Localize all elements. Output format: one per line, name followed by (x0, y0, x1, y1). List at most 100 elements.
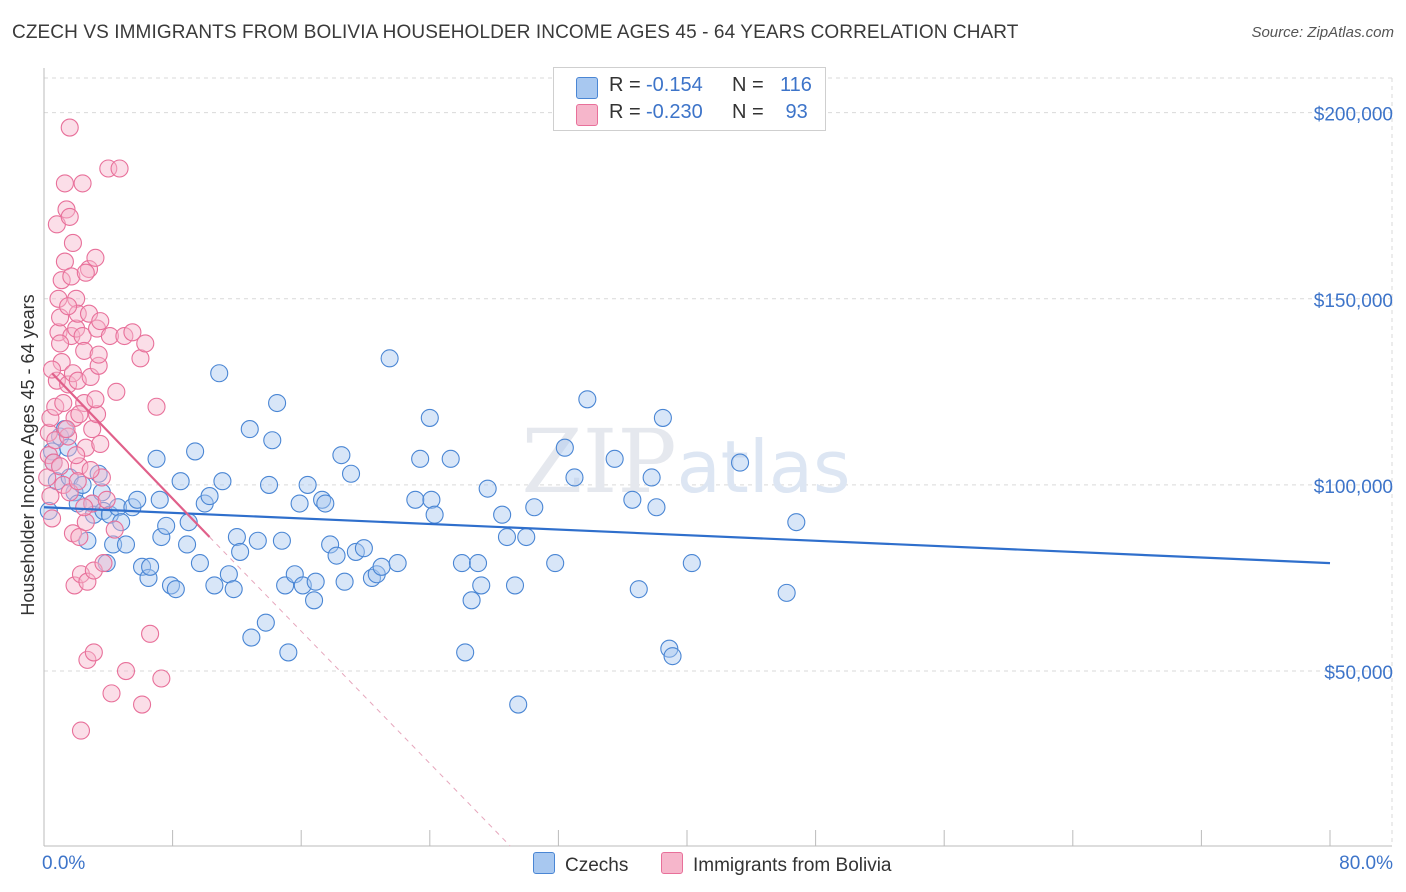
czech-point (298, 475, 317, 494)
bolivia-point (47, 371, 66, 390)
bolivia-point (89, 345, 108, 364)
bolivia-point (141, 624, 160, 643)
czech-point (224, 580, 243, 599)
czech-point (777, 583, 796, 602)
bolivia-point (97, 490, 116, 509)
bolivia-point (54, 475, 73, 494)
axes (43, 68, 1392, 847)
bolivia-point (78, 572, 97, 591)
czech-point (647, 498, 666, 517)
n-value: 116 (780, 74, 812, 96)
bolivia-point (70, 527, 89, 547)
czech-point (730, 453, 750, 472)
bolivia-point (76, 438, 95, 457)
y-axis-label: Householder Income Ages 45 - 64 years (18, 294, 38, 615)
czech-point (605, 449, 624, 468)
bolivia-trend-extension (209, 536, 511, 847)
czech-point (653, 408, 672, 427)
czech-point (372, 557, 391, 576)
watermark-zip: ZIP (521, 410, 676, 513)
legend-label: Czechs (565, 855, 629, 876)
bolivia-point (59, 375, 78, 394)
czech-point (139, 568, 158, 588)
czech-point (248, 531, 267, 550)
bolivia-point (42, 509, 62, 528)
czech-point (290, 494, 309, 513)
czech-point (268, 393, 287, 413)
czech-point (150, 490, 169, 509)
czech-point (279, 643, 298, 662)
czech-point (152, 527, 171, 547)
y-tick-label: $100,000 (1314, 477, 1393, 498)
czech-point (166, 580, 185, 599)
bolivia-point (133, 695, 152, 714)
bolivia-points (38, 118, 171, 740)
trend-lines (43, 372, 1331, 847)
bolivia-point (81, 460, 100, 480)
bolivia-point (84, 643, 103, 662)
bolivia-point (59, 427, 78, 446)
bolivia-point (49, 289, 68, 308)
czech-point (629, 580, 648, 599)
czech-point (263, 431, 282, 450)
bolivia-point (70, 457, 89, 476)
czech-point (306, 572, 325, 591)
source-credit: Source: ZipAtlas.com (1251, 24, 1394, 41)
czech-point (420, 408, 439, 427)
bolivia-point (86, 390, 105, 409)
bolivia-point (70, 405, 89, 424)
czech-point (116, 535, 136, 554)
bolivia-point (91, 312, 110, 331)
bolivia-legend-swatch (661, 852, 683, 874)
bolivia-point (79, 304, 99, 323)
czech-point (321, 535, 340, 554)
czech-point (682, 554, 701, 573)
watermark-atlas: atlas (677, 425, 851, 509)
bolivia-point (51, 457, 70, 476)
bolivia-point (51, 334, 70, 353)
czech-point (468, 554, 488, 573)
czech-point (380, 349, 399, 368)
czech-point (565, 468, 584, 487)
czech-point (509, 695, 528, 714)
bolivia-trend-line (51, 372, 211, 538)
czech-point (227, 527, 246, 547)
czech-point (623, 490, 642, 509)
czech-point (335, 572, 354, 591)
y-tick-label: $200,000 (1314, 105, 1393, 126)
bolivia-point (52, 271, 71, 290)
czech-point (462, 591, 481, 610)
bolivia-point (116, 661, 136, 681)
bolivia-point (86, 248, 105, 267)
legend-item-bolivia: Immigrants from Bolivia (661, 852, 892, 877)
czech-point (452, 554, 472, 573)
bolivia-point (68, 472, 87, 491)
czech-point (642, 468, 661, 487)
czech-point (493, 505, 512, 524)
bolivia-point (71, 721, 91, 740)
czech-point (341, 464, 361, 483)
bolivia-point (42, 360, 62, 379)
n-label: N = (732, 74, 764, 96)
bolivia-point (55, 252, 74, 271)
bolivia-point (60, 207, 79, 226)
bolivia-point (73, 326, 92, 346)
czech-point (305, 591, 324, 610)
bolivia-point (59, 297, 78, 316)
watermark: ZIPatlas (521, 410, 850, 513)
bolivia-point (91, 434, 110, 454)
r-label: R = (609, 101, 641, 123)
n-value: 93 (780, 101, 808, 123)
bolivia-point (102, 684, 121, 703)
czech-point (128, 490, 147, 509)
czech-point (141, 557, 160, 576)
bolivia-point (38, 468, 57, 487)
czech-point (406, 490, 425, 509)
czech-point (388, 554, 407, 573)
legend-label: Immigrants from Bolivia (693, 855, 892, 876)
bolivia-point (41, 487, 60, 506)
czech-point (256, 613, 275, 632)
czech-point (497, 527, 517, 547)
czech-point (242, 628, 261, 647)
bolivia-point (67, 319, 86, 338)
